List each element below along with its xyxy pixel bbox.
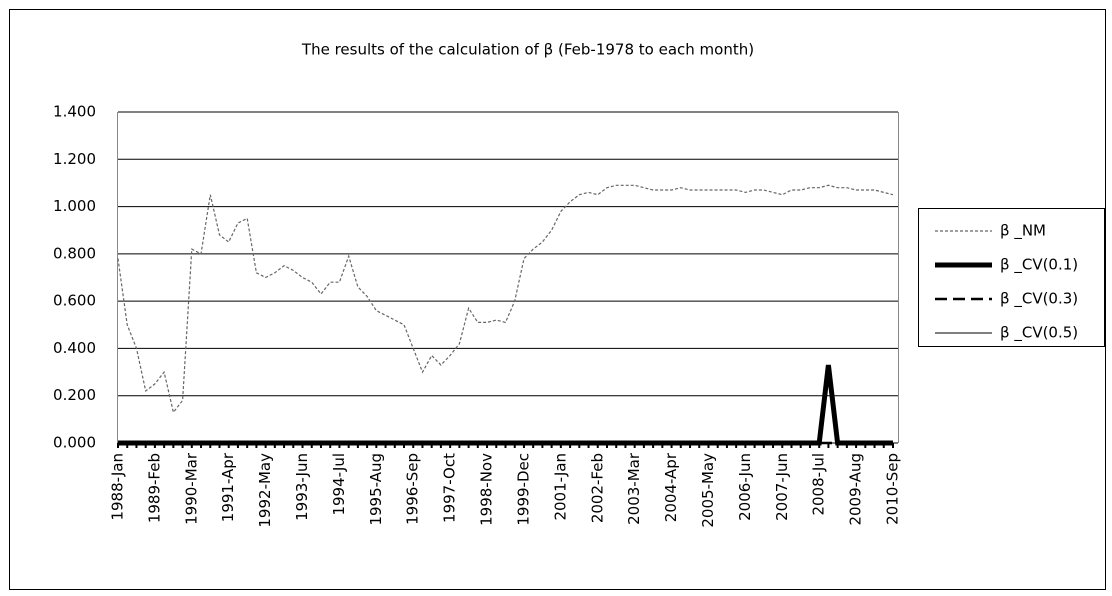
x-tick-label: 2007-Jun (773, 453, 791, 521)
x-tick-label: 2004-Apr (662, 452, 680, 522)
x-tick-label: 1991-Apr (219, 452, 237, 522)
series-line (117, 184, 894, 414)
x-tick-label: 2009-Aug (847, 453, 865, 526)
x-tick-label: 2005-May (699, 453, 717, 528)
x-tick-label: 1999-Dec (514, 453, 532, 526)
x-tick-label: 1994-Jul (330, 453, 348, 516)
x-tick-label: 1988-Jan (109, 453, 127, 521)
y-tick-label: 1.200 (53, 150, 96, 168)
x-tick-label: 1997-Oct (441, 453, 459, 523)
legend-label: β _CV(0.3) (1000, 290, 1078, 309)
legend-label: β _NM (1000, 222, 1046, 241)
y-tick-label: 0.800 (53, 244, 96, 262)
x-tick-label: 2001-Jan (551, 453, 569, 521)
x-tick-label: 1996-Sep (404, 453, 422, 525)
legend-label: β _CV(0.1) (1000, 256, 1078, 275)
chart-title: The results of the calculation of β (Feb… (301, 41, 754, 59)
legend-box (918, 208, 1105, 347)
x-tick-label: 1998-Nov (478, 453, 496, 526)
x-tick-label: 1995-Aug (367, 453, 385, 526)
x-tick-label: 1993-Jun (293, 453, 311, 521)
x-tick-label: 2002-Feb (588, 453, 606, 523)
y-tick-label: 0.400 (53, 339, 96, 357)
x-tick-label: 1989-Feb (145, 453, 163, 523)
x-tick-label: 2010-Sep (884, 453, 902, 525)
x-tick-label: 2008-Jul (810, 453, 828, 516)
x-tick-label: 2006-Jun (736, 453, 754, 521)
legend-label: β _CV(0.5) (1000, 324, 1078, 343)
y-tick-label: 0.000 (53, 434, 96, 452)
x-tick-label: 1990-Mar (182, 452, 200, 525)
y-tick-label: 1.400 (53, 103, 96, 121)
x-tick-label: 1992-May (256, 453, 274, 528)
x-tick-label: 2003-Mar (625, 452, 643, 525)
y-tick-label: 1.000 (53, 197, 96, 215)
y-tick-label: 0.600 (53, 292, 96, 310)
y-tick-label: 0.200 (53, 386, 96, 404)
